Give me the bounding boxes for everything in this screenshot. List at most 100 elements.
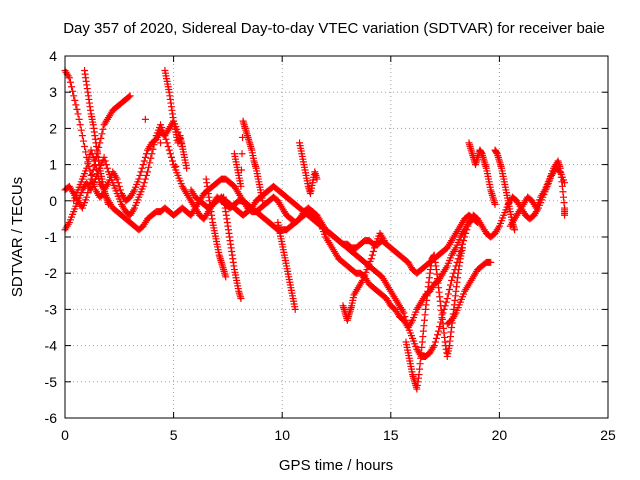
data-point <box>458 244 466 252</box>
data-point <box>138 164 146 172</box>
data-point <box>167 153 175 161</box>
data-point <box>368 251 376 259</box>
data-point <box>88 171 96 179</box>
data-point <box>86 180 94 188</box>
data-point <box>447 281 455 289</box>
data-point <box>100 153 108 161</box>
data-point <box>140 179 148 187</box>
data-point <box>97 134 105 142</box>
data-point <box>238 150 246 158</box>
data-point <box>66 78 74 86</box>
data-point <box>473 218 481 226</box>
y-tick-label: 4 <box>49 48 57 64</box>
y-tick-label: -1 <box>45 229 58 245</box>
data-point <box>432 334 440 342</box>
y-tick-label: -2 <box>45 265 58 281</box>
data-point <box>125 93 133 101</box>
data-point <box>448 276 456 284</box>
data-point <box>142 171 150 179</box>
data-point <box>104 200 112 208</box>
data-point <box>443 295 451 303</box>
series-track-5 <box>81 66 112 208</box>
data-point <box>76 121 84 129</box>
data-point <box>444 290 452 298</box>
data-point <box>442 298 450 306</box>
data-point <box>431 338 439 346</box>
data-point <box>68 83 76 91</box>
data-point <box>77 126 85 134</box>
x-tick-label: 10 <box>274 427 290 443</box>
x-tick-label: 5 <box>170 427 178 443</box>
data-point <box>87 175 95 183</box>
series-track-9 <box>230 117 267 205</box>
data-point <box>116 186 124 194</box>
data-point <box>147 154 155 162</box>
series-track-17 <box>506 157 569 230</box>
data-point <box>87 146 95 154</box>
data-point <box>511 226 519 234</box>
x-tick-labels: 0 5 10 15 20 25 <box>61 427 616 443</box>
data-point <box>380 237 388 245</box>
series-track-14 <box>443 258 495 328</box>
data-point <box>126 92 134 100</box>
data-point <box>157 139 165 147</box>
data-point <box>84 160 92 168</box>
data-point <box>460 237 468 245</box>
series-track-8 <box>220 193 245 303</box>
data-point <box>136 171 144 179</box>
y-tick-label: -5 <box>45 374 58 390</box>
x-tick-label: 0 <box>61 427 69 443</box>
data-point <box>99 125 107 133</box>
data-point <box>102 161 110 169</box>
y-tick-label: -3 <box>45 301 58 317</box>
data-point <box>259 197 267 205</box>
data-point <box>222 273 230 281</box>
series-track-2 <box>61 121 477 331</box>
data-point <box>433 331 441 339</box>
series-track-7 <box>202 175 230 281</box>
data-point <box>83 193 91 201</box>
data-point <box>113 175 121 183</box>
data-point <box>449 273 457 281</box>
data-point <box>172 162 180 170</box>
data-point <box>101 157 109 165</box>
data-point <box>487 258 495 266</box>
y-tick-labels: -6 -5 -4 -3 -2 -1 0 1 2 3 4 <box>45 48 58 426</box>
data-point <box>114 179 122 187</box>
data-point <box>237 295 245 303</box>
data-point <box>115 182 123 190</box>
data-point <box>400 309 408 317</box>
data-point <box>146 159 154 167</box>
data-point <box>163 139 171 147</box>
data-point <box>79 137 87 145</box>
data-point <box>83 164 91 172</box>
x-axis-label: GPS time / hours <box>279 457 393 474</box>
data-point <box>85 184 93 192</box>
data-point <box>141 175 149 183</box>
y-axis-label: SDTVAR / TECUs <box>9 177 26 297</box>
data-point <box>430 342 438 350</box>
data-point <box>72 101 80 109</box>
x-tick-label: 15 <box>383 427 399 443</box>
data-point <box>71 96 79 104</box>
data-point <box>137 168 145 176</box>
data-point <box>561 211 569 219</box>
data-point <box>291 305 299 313</box>
y-tick-label: -6 <box>45 410 58 426</box>
data-point <box>84 189 92 197</box>
data-point <box>237 182 245 190</box>
data-point <box>313 175 321 183</box>
data-point <box>141 153 149 161</box>
data-point <box>70 92 78 100</box>
y-tick-label: 3 <box>49 84 57 100</box>
data-point <box>65 74 73 82</box>
data-point <box>237 166 245 174</box>
data-point <box>89 166 97 174</box>
data-point <box>144 168 152 176</box>
series-track-3 <box>61 92 482 277</box>
data-point <box>75 115 83 123</box>
data-point <box>141 115 149 123</box>
x-tick-label: 20 <box>492 427 508 443</box>
series-track-11 <box>296 139 321 198</box>
